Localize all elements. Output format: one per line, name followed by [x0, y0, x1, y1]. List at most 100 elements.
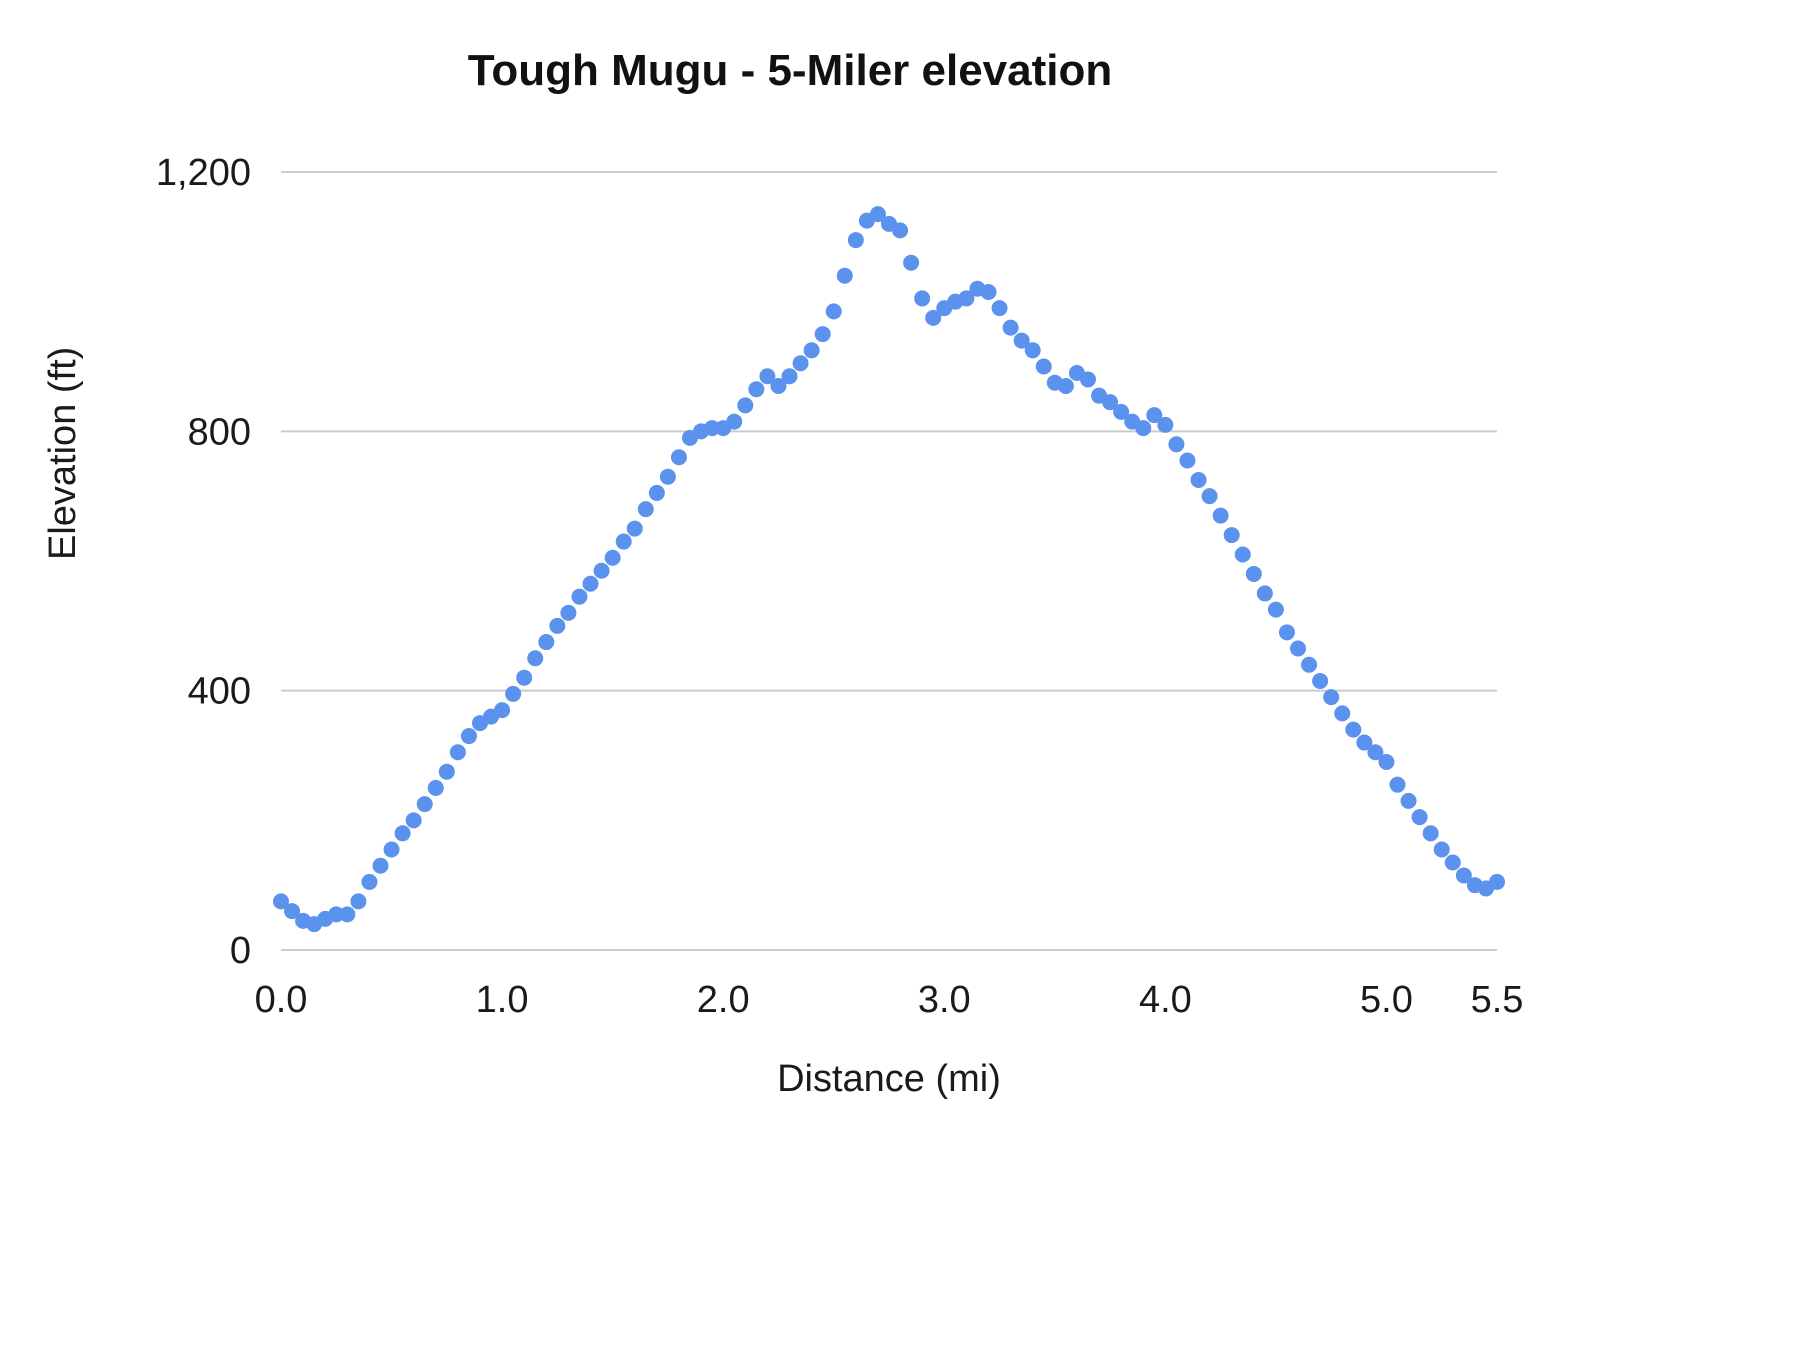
data-point — [560, 604, 577, 621]
data-point — [626, 520, 643, 537]
data-point — [273, 893, 289, 910]
x-axis-title: Distance (mi) — [777, 1058, 1001, 1100]
data-point — [1356, 734, 1373, 751]
y-tick-label: 1,200 — [156, 152, 251, 194]
data-point — [1455, 867, 1472, 884]
data-point — [781, 368, 798, 385]
data-point — [1367, 744, 1384, 761]
data-point — [1201, 488, 1218, 505]
data-point — [593, 562, 610, 579]
y-tick-label: 0 — [230, 930, 251, 972]
data-point — [1256, 585, 1273, 602]
data-point — [748, 381, 765, 398]
data-point — [1146, 407, 1163, 424]
data-point — [328, 906, 345, 923]
data-point — [770, 377, 787, 394]
data-point — [549, 617, 566, 634]
data-point — [814, 326, 831, 343]
data-point — [427, 779, 444, 796]
data-point — [1057, 377, 1074, 394]
data-point — [825, 303, 842, 320]
x-tick-label: 5.0 — [1360, 979, 1413, 1021]
data-point — [615, 533, 632, 550]
data-point — [1312, 672, 1329, 689]
data-point — [991, 300, 1008, 317]
data-point — [792, 355, 809, 372]
data-point — [284, 903, 301, 920]
data-point — [1389, 776, 1406, 793]
data-point — [604, 549, 621, 566]
data-point — [659, 468, 676, 485]
data-point — [847, 232, 864, 249]
data-point — [1024, 342, 1041, 359]
y-tick-label: 800 — [188, 411, 251, 453]
data-point — [670, 449, 687, 466]
data-point — [1489, 873, 1505, 890]
x-tick-label: 5.5 — [1471, 979, 1524, 1021]
data-point — [449, 744, 466, 761]
x-tick-label: 0.0 — [255, 979, 308, 1021]
data-point — [1278, 624, 1295, 641]
data-point — [350, 893, 367, 910]
data-point — [516, 669, 533, 686]
data-point — [1035, 358, 1052, 375]
data-point — [1433, 841, 1450, 858]
data-point — [726, 413, 743, 430]
data-point — [1179, 452, 1196, 469]
data-point — [1345, 721, 1362, 738]
data-point — [1444, 854, 1461, 871]
chart-title: Tough Mugu - 5-Miler elevation — [467, 46, 1113, 95]
data-point — [980, 283, 997, 300]
data-point — [383, 841, 400, 858]
data-point — [1002, 319, 1019, 336]
data-point — [903, 254, 920, 271]
data-point — [1102, 394, 1119, 411]
data-point — [869, 206, 886, 223]
data-point — [527, 650, 544, 667]
data-point — [394, 825, 411, 842]
data-point — [1411, 809, 1428, 826]
data-point — [571, 588, 588, 605]
data-point — [494, 702, 511, 719]
data-point — [582, 575, 599, 592]
data-point — [637, 501, 654, 518]
data-point — [958, 290, 975, 307]
data-point — [1013, 332, 1030, 349]
data-point — [1378, 753, 1395, 770]
data-point — [1157, 416, 1174, 433]
data-point — [460, 728, 477, 745]
data-point — [1234, 546, 1251, 563]
data-point — [1267, 601, 1284, 618]
data-point — [372, 857, 389, 874]
data-point — [505, 685, 522, 702]
data-point — [405, 812, 422, 829]
x-tick-label: 4.0 — [1139, 979, 1192, 1021]
data-point — [1168, 436, 1185, 453]
data-point — [339, 906, 356, 923]
data-point — [759, 368, 776, 385]
data-point — [1190, 471, 1207, 488]
data-point — [1245, 565, 1262, 582]
data-point — [1422, 825, 1439, 842]
data-point — [1079, 371, 1096, 388]
data-point — [648, 484, 665, 501]
data-point — [1400, 792, 1417, 809]
y-tick-label: 400 — [188, 671, 251, 713]
data-point — [836, 267, 853, 284]
data-point — [914, 290, 931, 307]
data-point — [1301, 656, 1318, 673]
data-point — [892, 222, 909, 239]
data-point — [1113, 403, 1130, 420]
x-tick-label: 1.0 — [476, 979, 529, 1021]
data-point — [704, 420, 721, 437]
x-tick-label: 2.0 — [697, 979, 750, 1021]
data-point — [361, 873, 378, 890]
data-point — [538, 634, 555, 651]
data-point — [416, 796, 433, 813]
data-point — [1135, 420, 1152, 437]
data-point — [737, 397, 754, 414]
data-point — [1323, 689, 1340, 706]
x-tick-label: 3.0 — [918, 979, 971, 1021]
data-point — [925, 309, 942, 326]
